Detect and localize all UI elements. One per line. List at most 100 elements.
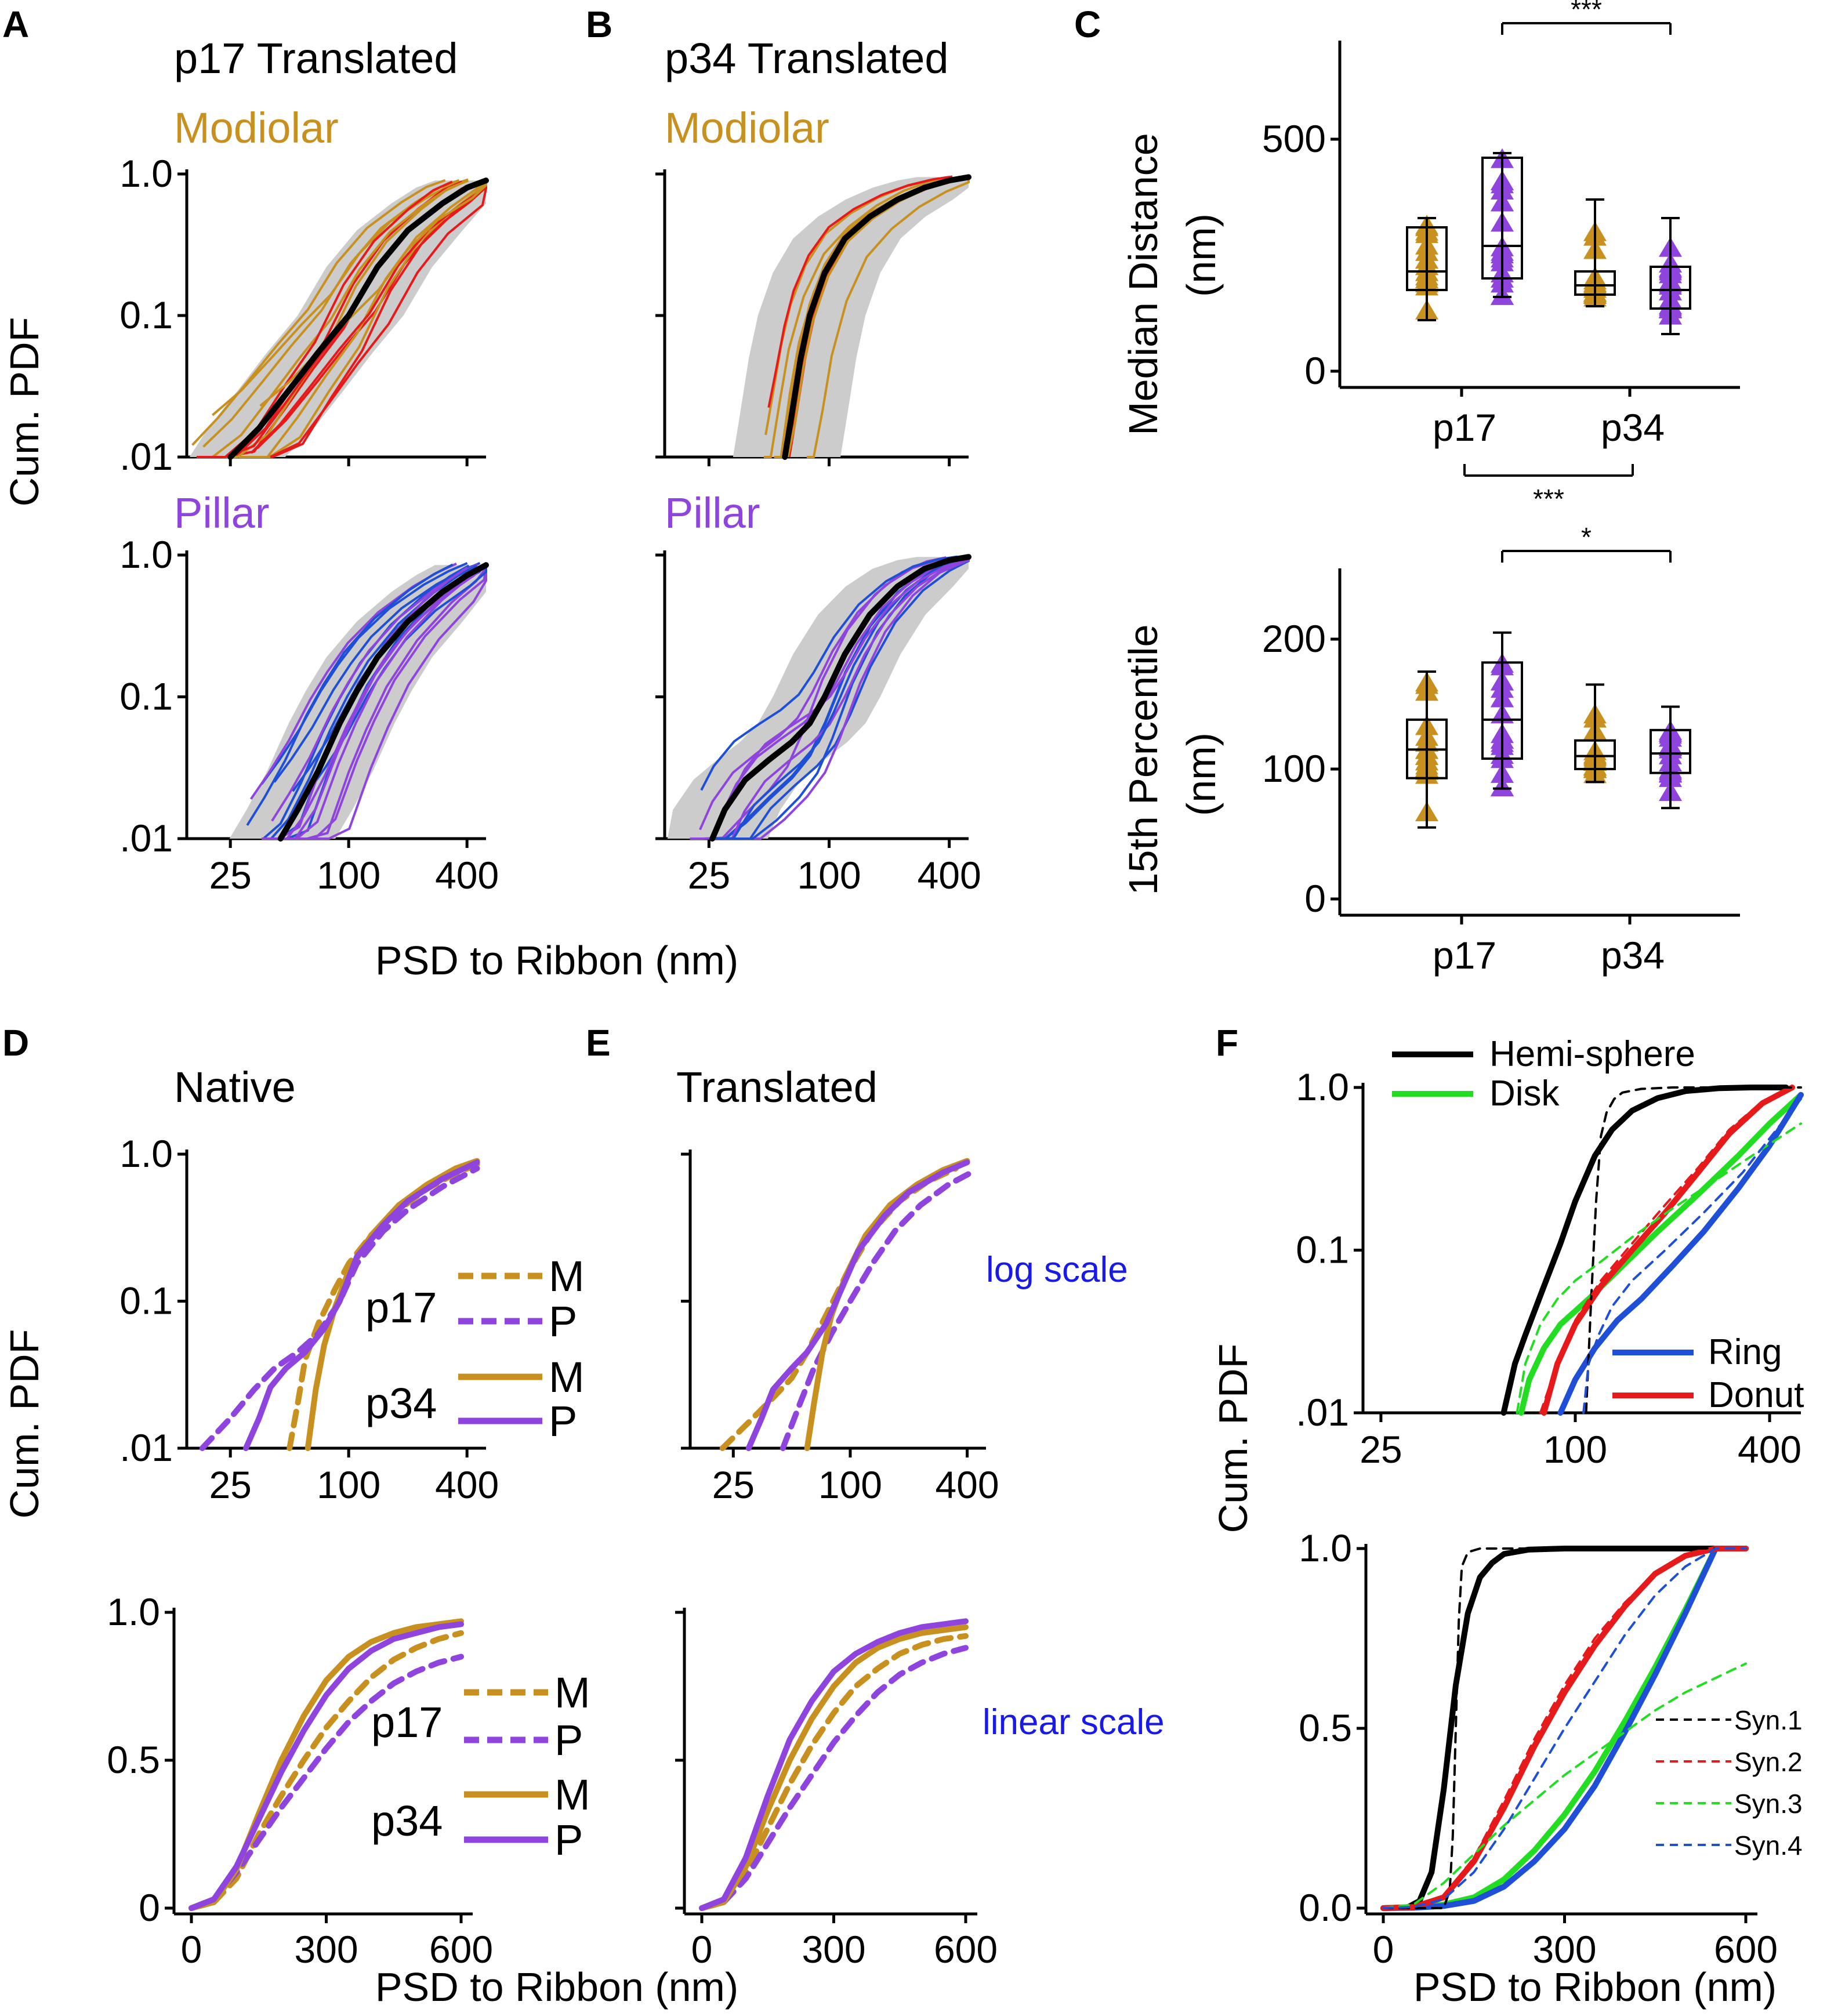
legend2-p2: P: [554, 1816, 583, 1864]
envelope-A-bottom: [229, 565, 486, 839]
series-E-bottom-p17-m: [699, 1633, 969, 1911]
x-tick-label: 600: [1714, 1928, 1778, 1971]
legend-syn2: Syn.2: [1734, 1747, 1803, 1777]
x-tick-label: 400: [1738, 1428, 1801, 1471]
x-tick-label: p34: [1601, 406, 1665, 449]
linear-scale-note: linear scale: [983, 1702, 1165, 1742]
f-bottom-legend: Syn.1 Syn.2 Syn.3 Syn.4: [1656, 1705, 1803, 1861]
a-modiolar-label: Modiolar: [174, 104, 339, 152]
box-C-top: [1574, 270, 1616, 296]
series-F-bottom-donut: [1380, 1546, 1749, 1911]
box-C-bottom: [1574, 739, 1616, 770]
significance-C-bottom: *: [1501, 522, 1672, 563]
series-F-bottom-syn-1: [1382, 1547, 1747, 1909]
y-tick-label: 0.5: [1299, 1706, 1352, 1749]
y-tick-label: 200: [1262, 617, 1326, 660]
series-A-bottom-mean: [277, 562, 489, 842]
x-tick-label: p17: [1433, 934, 1496, 977]
cell-trace-B-top: [806, 178, 970, 458]
e-title: Translated: [676, 1063, 878, 1111]
y-tick-label: 0: [1304, 349, 1326, 392]
cell-trace-A-top: [256, 180, 487, 449]
x-tick-label: 0: [181, 1928, 202, 1971]
axes-C-bottom: 200 100 0 p17 p34: [1262, 568, 1740, 977]
b-title: p34 Translated: [665, 34, 949, 82]
cell-trace-A-top: [238, 180, 487, 458]
x-tick-label: 0: [691, 1928, 713, 1971]
y-tick-label: 1.0: [119, 1132, 173, 1175]
legend-syn1: Syn.1: [1734, 1705, 1803, 1735]
b-pillar-label: Pillar: [665, 489, 760, 537]
d-legend-log: p17 p34 M P M P: [365, 1252, 585, 1445]
series-F-bottom-syn-4: [1382, 1547, 1747, 1909]
legend-ring: Ring: [1708, 1332, 1782, 1372]
x-tick-label: p34: [1601, 934, 1665, 977]
y-tick-label: 0.1: [119, 293, 173, 336]
x-tick-label: 400: [918, 854, 981, 897]
significance-label: ***: [1571, 0, 1602, 24]
series-F-top-syn-2: [1539, 1086, 1793, 1414]
series-E-bottom-p34-p: [699, 1618, 969, 1911]
y-tick-label: 0: [1304, 877, 1326, 920]
y-tick-label: 0.5: [107, 1738, 160, 1781]
x-tick-label: p17: [1433, 406, 1496, 449]
x-tick-label: 100: [818, 1463, 882, 1506]
f-ylabel: Cum. PDF: [1210, 1344, 1256, 1533]
ab-xlabel: PSD to Ribbon (nm): [375, 938, 738, 983]
a-ylabel: Cum. PDF: [2, 317, 47, 507]
y-tick-label: 0.1: [1296, 1228, 1349, 1271]
y-tick-label: .01: [119, 817, 173, 860]
y-tick-label: 0.0: [1299, 1886, 1352, 1929]
series-B-top-mean: [782, 174, 971, 460]
cell-trace-B-bottom: [731, 557, 970, 839]
legend-donut: Donut: [1708, 1375, 1804, 1415]
log-scale-note: log scale: [986, 1250, 1128, 1290]
x-tick-label: 100: [797, 854, 861, 897]
box-C-top: [1481, 157, 1523, 280]
axes-E-bottom: 0 300 600: [675, 1608, 998, 1971]
series-F-top-syn-1: [1585, 1086, 1802, 1414]
axes-F-top: 1.0 0.1 .01 25 100 400: [1296, 1065, 1801, 1471]
panel-letter-e: E: [586, 1022, 611, 1064]
c-top-ylabel-units: (nm): [1179, 213, 1224, 297]
cell-trace-A-bottom: [311, 567, 487, 840]
cell-trace-A-bottom: [286, 564, 487, 840]
legend-m2: M: [549, 1353, 585, 1401]
series-B-bottom-mean: [709, 554, 971, 842]
a-title: p17 Translated: [174, 34, 458, 82]
axes-C-top: 500 0 p17 p34: [1262, 41, 1740, 449]
legend2-p1: P: [554, 1716, 583, 1764]
legend2-p17: p17: [371, 1698, 443, 1746]
d-ylabel: Cum. PDF: [2, 1329, 47, 1519]
x-tick-label: 300: [1532, 1928, 1596, 1971]
legend2-p34: p34: [371, 1797, 443, 1845]
series-D-bottom-p34-m: [188, 1618, 464, 1911]
series-E-top-p34-m: [804, 1158, 970, 1451]
axes-F-bottom: 1.0 0.5 0.0 0 300 600: [1299, 1526, 1778, 1971]
panel-letter-c: C: [1074, 3, 1101, 45]
panel-letter-a: A: [2, 3, 29, 45]
legend-m1: M: [549, 1252, 585, 1300]
cell-trace-A-top: [270, 180, 487, 458]
f-top-legend: Hemi-sphere Disk Ring Donut: [1392, 1034, 1804, 1415]
series-D-bottom-p34-p: [188, 1621, 464, 1911]
y-tick-label: .01: [119, 435, 173, 478]
y-tick-label: 0.1: [119, 1279, 173, 1322]
x-tick-label: 400: [435, 1463, 499, 1506]
legend-syn4: Syn.4: [1734, 1830, 1803, 1861]
y-tick-label: 0: [139, 1886, 160, 1929]
axes-A-top: 1.0 0.1 .01: [119, 152, 486, 478]
x-tick-label: 25: [1360, 1428, 1402, 1471]
series-D-bottom-p17-m: [188, 1630, 464, 1911]
box-C-bottom: [1650, 728, 1691, 774]
series-E-top-p17-p: [780, 1169, 974, 1451]
c-bottom-ylabel: 15th Percentile: [1121, 625, 1166, 895]
x-tick-label: 600: [934, 1928, 998, 1971]
cell-trace-A-top: [191, 179, 446, 446]
significance-label: *: [1581, 522, 1592, 552]
x-tick-label: 25: [688, 854, 730, 897]
b-modiolar-label: Modiolar: [665, 104, 829, 152]
envelope-B-bottom: [667, 557, 969, 839]
series-E-bottom-p34-m: [699, 1624, 969, 1911]
c-bottom-ylabel-units: (nm): [1179, 733, 1224, 816]
